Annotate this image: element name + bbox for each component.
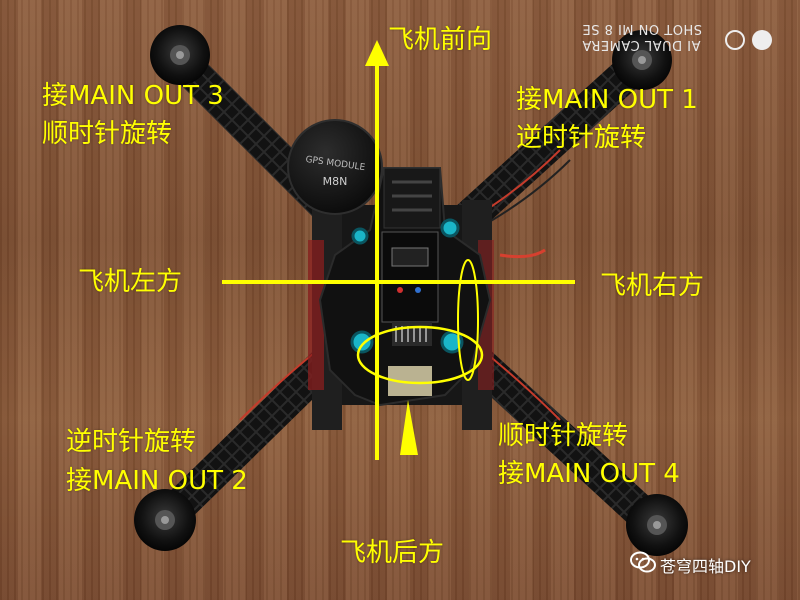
front-arrow-icon xyxy=(365,40,389,66)
direction-axes xyxy=(222,40,575,460)
bottom-right-output-label: 接MAIN OUT 4 xyxy=(498,459,680,489)
gps-module-model: M8N xyxy=(323,175,348,188)
connector-highlight-ellipse xyxy=(356,325,484,385)
wechat-icon xyxy=(630,551,656,573)
right-label: 飞机右方 xyxy=(600,271,705,301)
top-left-rotation-label: 顺时针旋转 xyxy=(42,119,173,149)
motor-rear-right xyxy=(626,494,688,556)
motor-front-left xyxy=(150,25,210,85)
camera-watermark-line1: AI DUAL CAMERA xyxy=(582,37,701,52)
camera-watermark: AI DUAL CAMERA SHOT ON MI 8 SE xyxy=(582,20,702,52)
bottom-left-output-label: 接MAIN OUT 2 xyxy=(66,466,248,496)
motor-rear-left xyxy=(134,489,196,551)
forward-indicator-icon xyxy=(400,400,418,455)
top-right-rotation-label: 逆时针旋转 xyxy=(516,123,647,153)
front-label: 飞机前向 xyxy=(388,25,493,55)
motor-front-right xyxy=(612,30,672,90)
left-label: 飞机左方 xyxy=(78,267,183,297)
top-left-output-label: 接MAIN OUT 3 xyxy=(42,81,224,111)
gps-module: GPS MODULE M8N xyxy=(287,119,383,215)
top-right-output-label: 接MAIN OUT 1 xyxy=(516,85,698,115)
bottom-left-rotation-label: 逆时针旋转 xyxy=(66,427,197,457)
camera-watermark-line2: SHOT ON MI 8 SE xyxy=(582,21,702,36)
back-label: 飞机后方 xyxy=(340,538,445,568)
bottom-right-rotation-label: 顺时针旋转 xyxy=(498,421,629,451)
camera-lens-filled-icon xyxy=(752,30,772,50)
camera-lens-icon xyxy=(725,30,745,50)
account-watermark: 苍穹四轴DIY xyxy=(660,557,751,576)
side-highlight-ellipse xyxy=(457,259,479,381)
